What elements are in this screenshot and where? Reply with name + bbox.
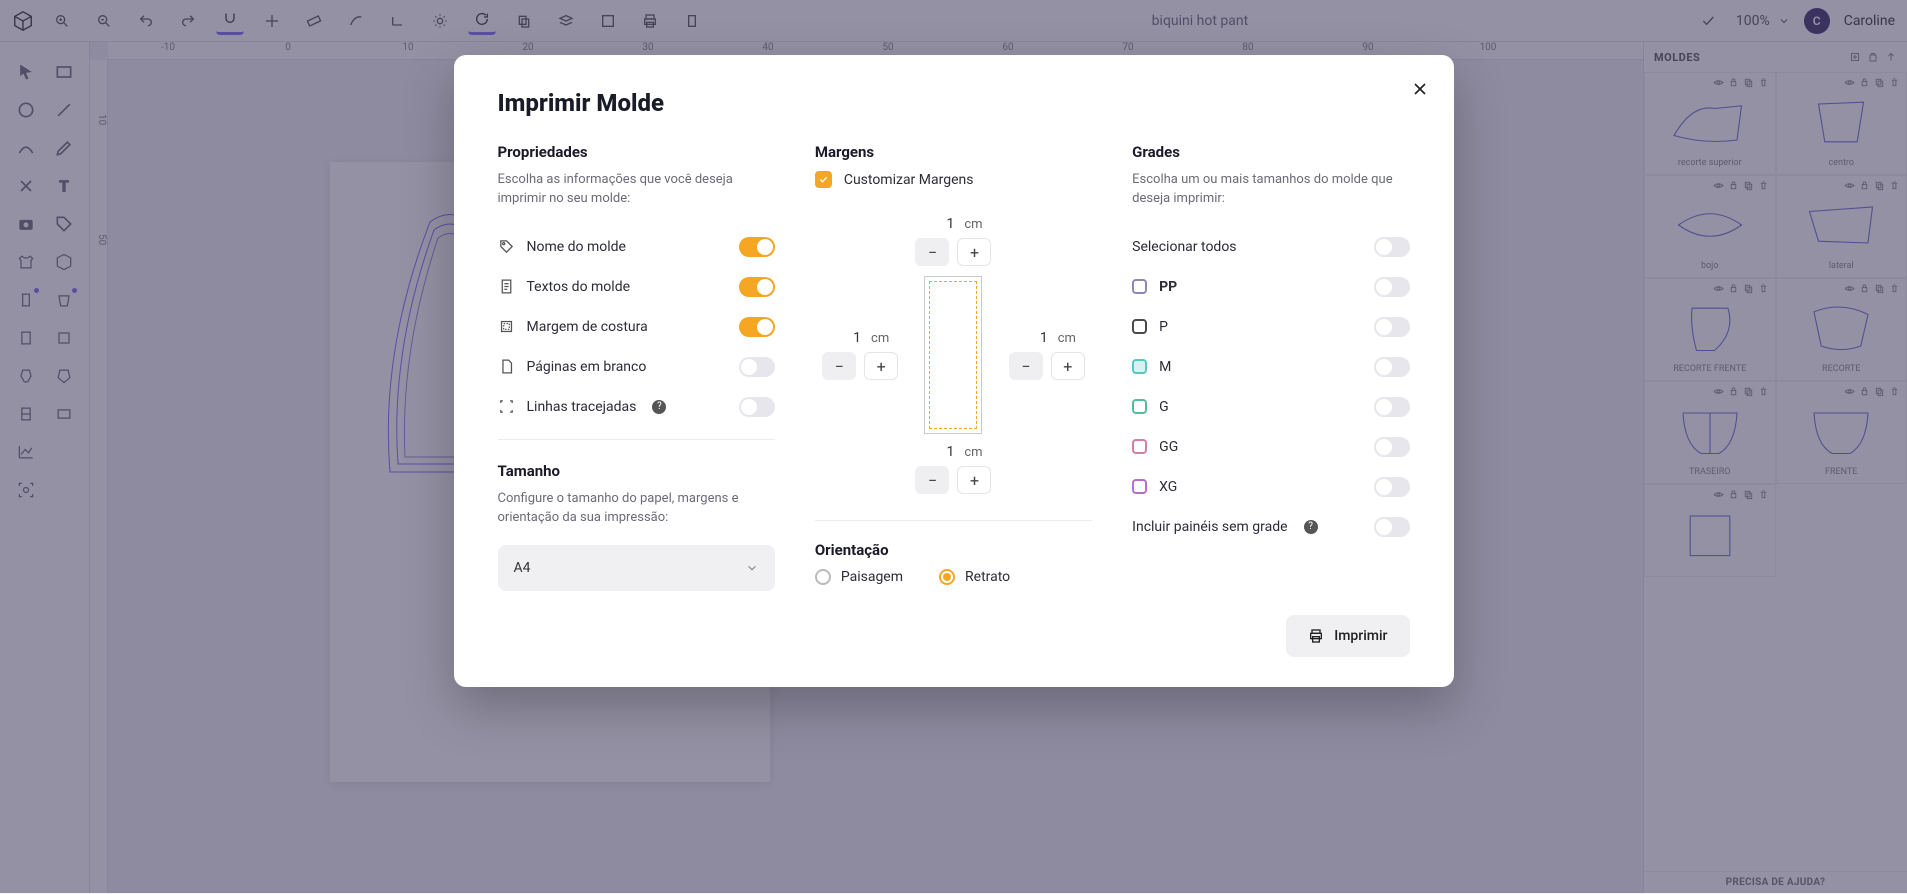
customize-margins-checkbox[interactable] <box>815 171 832 188</box>
paper-size-select[interactable]: A4 <box>498 545 775 591</box>
margin-left-minus[interactable]: − <box>822 352 856 380</box>
print-button-label: Imprimir <box>1334 628 1387 644</box>
size-toggle-xg[interactable] <box>1374 477 1410 497</box>
include-panels-toggle[interactable] <box>1374 517 1410 537</box>
size-heading: Tamanho <box>498 462 775 480</box>
modal-title: Imprimir Molde <box>498 89 1410 117</box>
grades-sub: Escolha um ou mais tamanhos do molde que… <box>1132 171 1409 209</box>
size-swatch-pp <box>1132 279 1147 294</box>
page-preview <box>924 276 982 434</box>
modal-backdrop[interactable]: Imprimir Molde Propriedades Escolha as i… <box>0 0 1907 893</box>
size-toggle-g[interactable] <box>1374 397 1410 417</box>
prop-toggle-0[interactable] <box>739 237 775 257</box>
size-label-g: G <box>1159 399 1169 415</box>
margin-right-plus[interactable]: + <box>1051 352 1085 380</box>
margin-bottom-minus[interactable]: − <box>915 466 949 494</box>
margin-left-control: 1cm −+ <box>822 330 898 380</box>
orientation-heading: Orientação <box>815 541 1092 559</box>
prop-label-3: Páginas em branco <box>527 359 647 375</box>
margin-bottom-control: 1cm −+ <box>915 444 991 494</box>
size-sub: Configure o tamanho do papel, margens e … <box>498 490 775 528</box>
margins-heading: Margens <box>815 143 1092 161</box>
help-icon[interactable]: ? <box>652 400 666 414</box>
size-label-pp: PP <box>1159 279 1177 295</box>
prop-toggle-4[interactable] <box>739 397 775 417</box>
margin-top-minus[interactable]: − <box>915 238 949 266</box>
close-button[interactable] <box>1410 79 1430 99</box>
include-panels-label: Incluir painéis sem grade <box>1132 519 1287 535</box>
prop-toggle-2[interactable] <box>739 317 775 337</box>
size-toggle-p[interactable] <box>1374 317 1410 337</box>
select-all-toggle[interactable] <box>1374 237 1410 257</box>
margin-left-plus[interactable]: + <box>864 352 898 380</box>
size-toggle-m[interactable] <box>1374 357 1410 377</box>
size-swatch-xg <box>1132 479 1147 494</box>
size-label-gg: GG <box>1159 439 1178 455</box>
size-toggle-gg[interactable] <box>1374 437 1410 457</box>
margin-bottom-plus[interactable]: + <box>957 466 991 494</box>
size-label-m: M <box>1159 359 1171 375</box>
chevron-down-icon <box>745 561 759 575</box>
prop-label-4: Linhas tracejadas <box>527 399 637 415</box>
print-button[interactable]: Imprimir <box>1286 615 1409 657</box>
margin-top-plus[interactable]: + <box>957 238 991 266</box>
size-toggle-pp[interactable] <box>1374 277 1410 297</box>
prop-toggle-3[interactable] <box>739 357 775 377</box>
prop-label-0: Nome do molde <box>527 239 626 255</box>
printer-icon <box>1308 628 1324 644</box>
print-modal: Imprimir Molde Propriedades Escolha as i… <box>454 55 1454 687</box>
orientation-landscape[interactable]: Paisagem <box>815 569 903 585</box>
size-swatch-m <box>1132 359 1147 374</box>
prop-label-1: Textos do molde <box>527 279 631 295</box>
size-swatch-g <box>1132 399 1147 414</box>
help-icon[interactable]: ? <box>1304 520 1318 534</box>
margin-right-control: 1cm −+ <box>1009 330 1085 380</box>
customize-margins-label: Customizar Margens <box>844 172 974 188</box>
grades-heading: Grades <box>1132 143 1409 161</box>
margin-right-minus[interactable]: − <box>1009 352 1043 380</box>
size-label-p: P <box>1159 319 1168 335</box>
size-swatch-p <box>1132 319 1147 334</box>
paper-size-value: A4 <box>514 560 531 576</box>
size-swatch-gg <box>1132 439 1147 454</box>
prop-label-2: Margem de costura <box>527 319 648 335</box>
orientation-portrait[interactable]: Retrato <box>939 569 1010 585</box>
prop-toggle-1[interactable] <box>739 277 775 297</box>
select-all-label: Selecionar todos <box>1132 239 1236 255</box>
properties-sub: Escolha as informações que você deseja i… <box>498 171 775 209</box>
margin-top-control: 1cm −+ <box>915 216 991 266</box>
properties-heading: Propriedades <box>498 143 775 161</box>
size-label-xg: XG <box>1159 479 1177 495</box>
